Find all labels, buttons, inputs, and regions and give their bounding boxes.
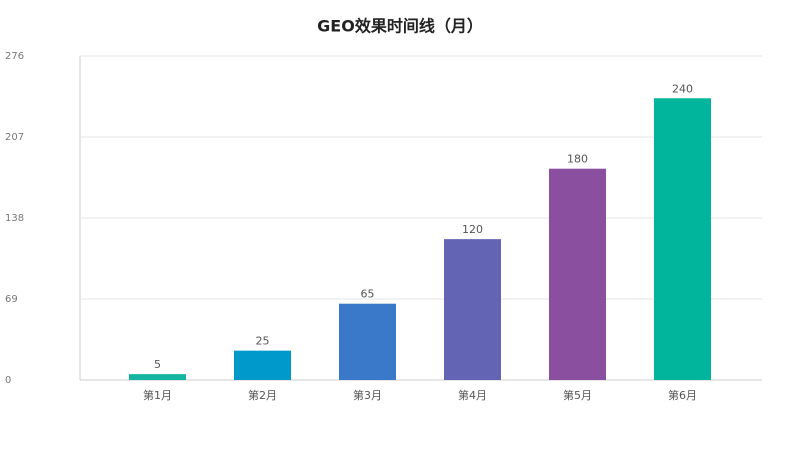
data-label: 5 — [154, 358, 161, 371]
x-tick-label: 第5月 — [563, 388, 592, 402]
data-label: 25 — [256, 335, 270, 348]
bar — [549, 168, 606, 380]
x-tick-label: 第3月 — [353, 388, 382, 402]
bar — [234, 350, 291, 380]
x-tick-label: 第4月 — [458, 388, 487, 402]
y-tick-label: 0 — [5, 375, 11, 386]
y-tick-label: 69 — [5, 294, 18, 305]
x-tick-label: 第1月 — [143, 388, 172, 402]
bar — [654, 98, 711, 381]
x-tick-label: 第2月 — [248, 388, 277, 402]
y-tick-label: 276 — [5, 51, 24, 62]
bar — [339, 303, 396, 380]
data-label: 240 — [672, 82, 693, 95]
chart-title: GEO效果时间线（月） — [317, 17, 483, 36]
data-label: 120 — [462, 223, 483, 236]
bar — [129, 374, 186, 380]
data-label: 65 — [361, 288, 375, 301]
y-tick-label: 207 — [5, 132, 24, 143]
bar — [444, 239, 501, 380]
y-tick-label: 138 — [5, 213, 24, 224]
data-label: 180 — [567, 153, 588, 166]
x-tick-label: 第6月 — [668, 388, 697, 402]
